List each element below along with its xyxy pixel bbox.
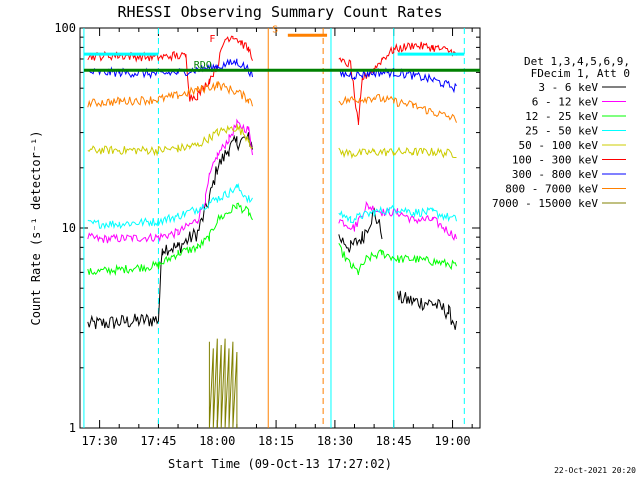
legend-entry-label: 7000 - 15000 keV	[492, 197, 598, 210]
series-line	[87, 202, 253, 276]
x-tick-label: 19:00	[434, 434, 470, 448]
series-line	[87, 35, 253, 102]
series-line	[208, 338, 238, 429]
series-line	[87, 118, 253, 244]
y-axis-label: Count Rate (s⁻¹ detector⁻¹)	[29, 130, 43, 325]
series-line	[87, 132, 253, 330]
legend-entry-label: 800 - 7000 keV	[505, 183, 598, 196]
x-tick-label: 18:00	[199, 434, 235, 448]
footer-timestamp: 22-Oct-2021 20:20	[554, 466, 636, 475]
x-tick-label: 18:30	[317, 434, 353, 448]
y-tick-label: 1	[69, 421, 76, 435]
chart-annotation: S	[272, 24, 278, 35]
legend-entry-label: 100 - 300 keV	[512, 154, 598, 167]
x-tick-label: 18:45	[376, 434, 412, 448]
legend-entry-label: 3 - 6 keV	[538, 81, 598, 94]
series-line	[397, 290, 457, 330]
series-line	[338, 41, 457, 126]
plot-frame	[79, 27, 481, 429]
series-line	[87, 182, 253, 230]
x-tick-label: 17:45	[140, 434, 176, 448]
legend-entry-label: 12 - 25 keV	[525, 110, 598, 123]
series-line	[338, 204, 457, 224]
series-line	[87, 123, 253, 157]
x-axis-label: Start Time (09-Oct-13 17:27:02)	[168, 457, 392, 471]
chart-annotation: RDO	[194, 60, 212, 71]
legend-entry-label: 6 - 12 keV	[532, 96, 599, 109]
legend-entry-label: 25 - 50 keV	[525, 125, 598, 138]
chart-annotation: F	[209, 34, 215, 45]
series-line	[338, 93, 457, 123]
legend-entry-label: 50 - 100 keV	[519, 139, 599, 152]
y-tick-label: 10	[62, 221, 76, 235]
series-line	[338, 242, 457, 276]
series-line	[87, 58, 253, 80]
series-line	[338, 200, 457, 241]
plot-layer: 1 10 100 17:30 17:45 18:00 18:15 18:30 18:45 19:0…	[54, 21, 626, 448]
series-line	[87, 80, 253, 108]
chart-title: RHESSI Observing Summary Count Rates	[117, 3, 442, 21]
legend-entry-label: 300 - 800 keV	[512, 168, 598, 181]
legend-header-line-1: Det 1,3,4,5,6,9,	[524, 55, 630, 68]
series-line	[338, 146, 457, 160]
y-tick-label: 100	[54, 21, 76, 35]
x-tick-label: 17:30	[82, 434, 118, 448]
series-line	[338, 67, 457, 94]
x-tick-label: 18:15	[258, 434, 294, 448]
series-line	[338, 207, 383, 253]
legend-header-line-2: FDecim 1, Att 0	[531, 67, 630, 80]
